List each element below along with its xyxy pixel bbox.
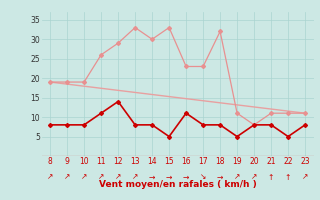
Text: ↗: ↗	[64, 172, 70, 182]
Text: →: →	[166, 172, 172, 182]
Text: ↗: ↗	[81, 172, 87, 182]
Text: ↗: ↗	[115, 172, 121, 182]
Text: →: →	[183, 172, 189, 182]
Text: ↑: ↑	[285, 172, 291, 182]
Text: →: →	[149, 172, 155, 182]
X-axis label: Vent moyen/en rafales ( km/h ): Vent moyen/en rafales ( km/h )	[99, 180, 256, 189]
Text: ↘: ↘	[200, 172, 206, 182]
Text: ↑: ↑	[268, 172, 274, 182]
Text: →: →	[217, 172, 223, 182]
Text: ↗: ↗	[132, 172, 138, 182]
Text: ↗: ↗	[302, 172, 308, 182]
Text: ↗: ↗	[251, 172, 257, 182]
Text: ↗: ↗	[47, 172, 53, 182]
Text: ↗: ↗	[234, 172, 240, 182]
Text: ↗: ↗	[98, 172, 104, 182]
